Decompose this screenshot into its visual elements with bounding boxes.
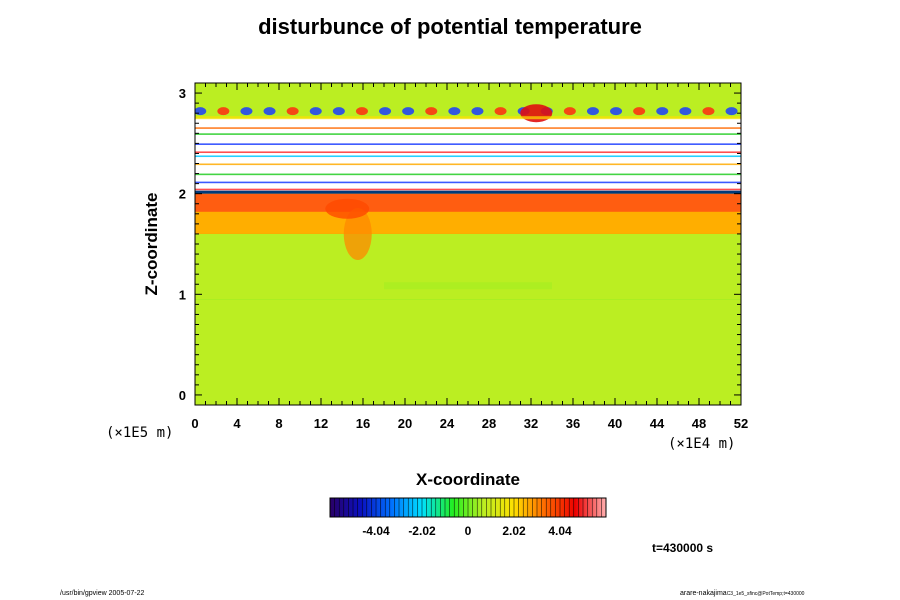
x-tick-label: 20: [398, 416, 412, 431]
x-tick-label: 4: [233, 416, 241, 431]
x-tick-label: 52: [734, 416, 748, 431]
footer-right-small: C3_1e5_sfinc@PotTemp;t=430000: [726, 591, 805, 597]
band-streak: [195, 151, 741, 154]
x-axis-unit: (×1E4 m): [668, 436, 736, 452]
time-label: t=430000 s: [652, 541, 714, 555]
field-region: [195, 299, 741, 405]
field-region: [195, 233, 741, 300]
footer-right: arare-nakajimaC3_1e5_sfinc@PotTemp;t=430…: [680, 590, 804, 597]
x-tick-label: 48: [692, 416, 706, 431]
wave-perturbation: [633, 107, 646, 116]
colorbar-tick-label: 0: [465, 524, 472, 538]
colorbar: -4.04 -2.02 0 2.02 4.04: [329, 497, 607, 538]
y-axis-unit: (×1E5 m): [106, 425, 174, 441]
x-tick-label: 12: [314, 416, 328, 431]
band-streak: [195, 181, 741, 184]
band-streak: [195, 155, 741, 158]
chart-title: disturbunce of potential temperature: [258, 14, 642, 39]
wave-perturbation: [656, 107, 669, 116]
warm-plume-top: [325, 198, 370, 219]
band-streak: [195, 133, 741, 135]
light-band: [384, 282, 552, 290]
band-streak: [195, 143, 741, 145]
band-streak: [195, 188, 741, 191]
heatmap-field: [195, 83, 741, 405]
colorbar-tick-label: -2.02: [408, 524, 436, 538]
wave-crest-large: [520, 104, 553, 123]
x-tick-label: 32: [524, 416, 538, 431]
colorbar-tick-label: -4.04: [362, 524, 390, 538]
x-tick-label: 24: [440, 416, 455, 431]
wave-perturbation: [448, 107, 461, 116]
x-axis-label: X-coordinate: [416, 470, 520, 489]
wave-perturbation: [286, 107, 299, 116]
warm-layer-band: [195, 193, 741, 212]
wave-perturbation: [240, 107, 253, 116]
wave-perturbation: [332, 107, 345, 116]
wave-perturbation: [195, 107, 207, 116]
x-tick-label: 8: [275, 416, 282, 431]
y-tick-label: 3: [179, 86, 186, 101]
band-streak: [195, 127, 741, 129]
wave-perturbation: [379, 107, 392, 116]
wave-perturbation: [217, 107, 230, 116]
y-tick-label: 0: [179, 388, 186, 403]
layer-boundary: [195, 190, 741, 194]
wave-perturbation: [610, 107, 623, 116]
wave-perturbation: [494, 107, 507, 116]
x-tick-label: 40: [608, 416, 622, 431]
wave-perturbation: [263, 107, 276, 116]
warm-layer-transition: [195, 211, 741, 234]
wave-perturbation: [702, 107, 715, 116]
wave-perturbation: [471, 107, 484, 116]
y-tick-label: 2: [179, 187, 186, 202]
x-tick-label: 28: [482, 416, 496, 431]
footer-right-main: arare-nakajima: [680, 590, 727, 597]
x-tick-label: 0: [191, 416, 198, 431]
colorbar-tick-label: 4.04: [548, 524, 572, 538]
wave-perturbation: [309, 107, 322, 116]
y-tick-label: 1: [179, 287, 186, 302]
x-tick-label: 16: [356, 416, 370, 431]
footer-left: /usr/bin/gpview 2005-07-22: [60, 590, 145, 597]
x-axis: 0 4 8 12 16 20 24 28 32 36 40 44 48 52: [191, 83, 748, 431]
warm-plume: [343, 207, 372, 260]
wave-perturbation: [563, 107, 576, 116]
colorbar-tick-label: 2.02: [502, 524, 526, 538]
wave-perturbation: [725, 107, 738, 116]
wave-perturbation: [586, 107, 599, 116]
x-tick-label: 44: [650, 416, 665, 431]
field-region: [195, 83, 741, 119]
wave-perturbation: [679, 107, 692, 116]
wave-perturbation: [402, 107, 415, 116]
y-axis-label: Z-coordinate: [142, 192, 161, 296]
wave-perturbation: [425, 107, 438, 116]
wave-perturbation: [355, 107, 368, 116]
band-streak: [195, 163, 741, 166]
band-streak: [195, 173, 741, 176]
x-tick-label: 36: [566, 416, 580, 431]
y-axis: 0 1 2 3: [179, 82, 741, 406]
wave-edge: [195, 116, 741, 120]
